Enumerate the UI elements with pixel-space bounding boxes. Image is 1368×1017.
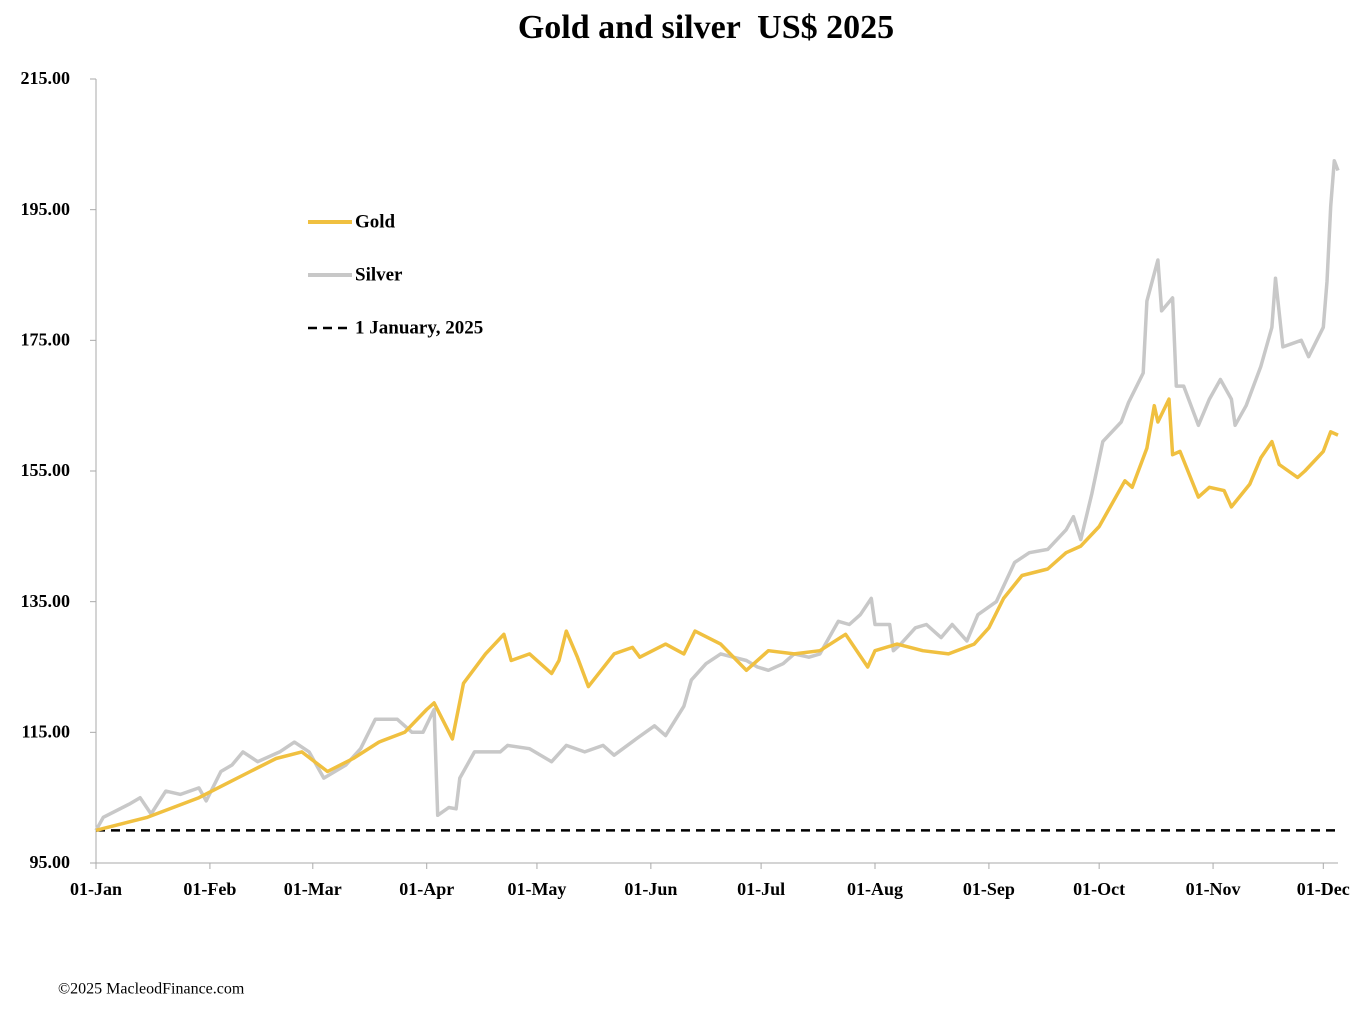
y-tick-label: 135.00 bbox=[21, 591, 71, 611]
x-tick-label: 01-Sep bbox=[963, 879, 1015, 899]
y-tick-label: 155.00 bbox=[21, 460, 71, 480]
x-tick-label: 01-Jun bbox=[624, 879, 677, 899]
x-tick-label: 01-May bbox=[507, 879, 566, 899]
x-tick-label: 01-Jan bbox=[70, 879, 122, 899]
y-tick-label: 115.00 bbox=[21, 721, 70, 741]
series-line bbox=[95, 397, 1339, 832]
series-line bbox=[94, 158, 1340, 832]
y-tick-label: 215.00 bbox=[21, 68, 71, 88]
chart-title: Gold and silver US$ 2025 bbox=[518, 9, 894, 46]
legend-label: 1 January, 2025 bbox=[355, 317, 483, 338]
x-tick-label: 01-Aug bbox=[847, 879, 903, 899]
x-tick-label: 01-Nov bbox=[1186, 879, 1241, 899]
y-tick-label: 195.00 bbox=[21, 199, 71, 219]
x-tick-label: 01-Feb bbox=[183, 879, 236, 899]
x-tick-label: 01-Jul bbox=[737, 879, 785, 899]
x-tick-label: 01-Mar bbox=[284, 879, 342, 899]
x-tick-label: 01-Dec bbox=[1297, 879, 1350, 899]
x-tick-label: 01-Apr bbox=[399, 879, 454, 899]
y-tick-label: 95.00 bbox=[30, 852, 71, 872]
legend-label: Silver bbox=[355, 264, 403, 285]
footer: ©2025 MacleodFinance.com bbox=[58, 981, 245, 998]
y-tick-label: 175.00 bbox=[21, 329, 71, 349]
x-tick-label: 01-Oct bbox=[1073, 879, 1125, 899]
legend-label: Gold bbox=[355, 211, 396, 232]
